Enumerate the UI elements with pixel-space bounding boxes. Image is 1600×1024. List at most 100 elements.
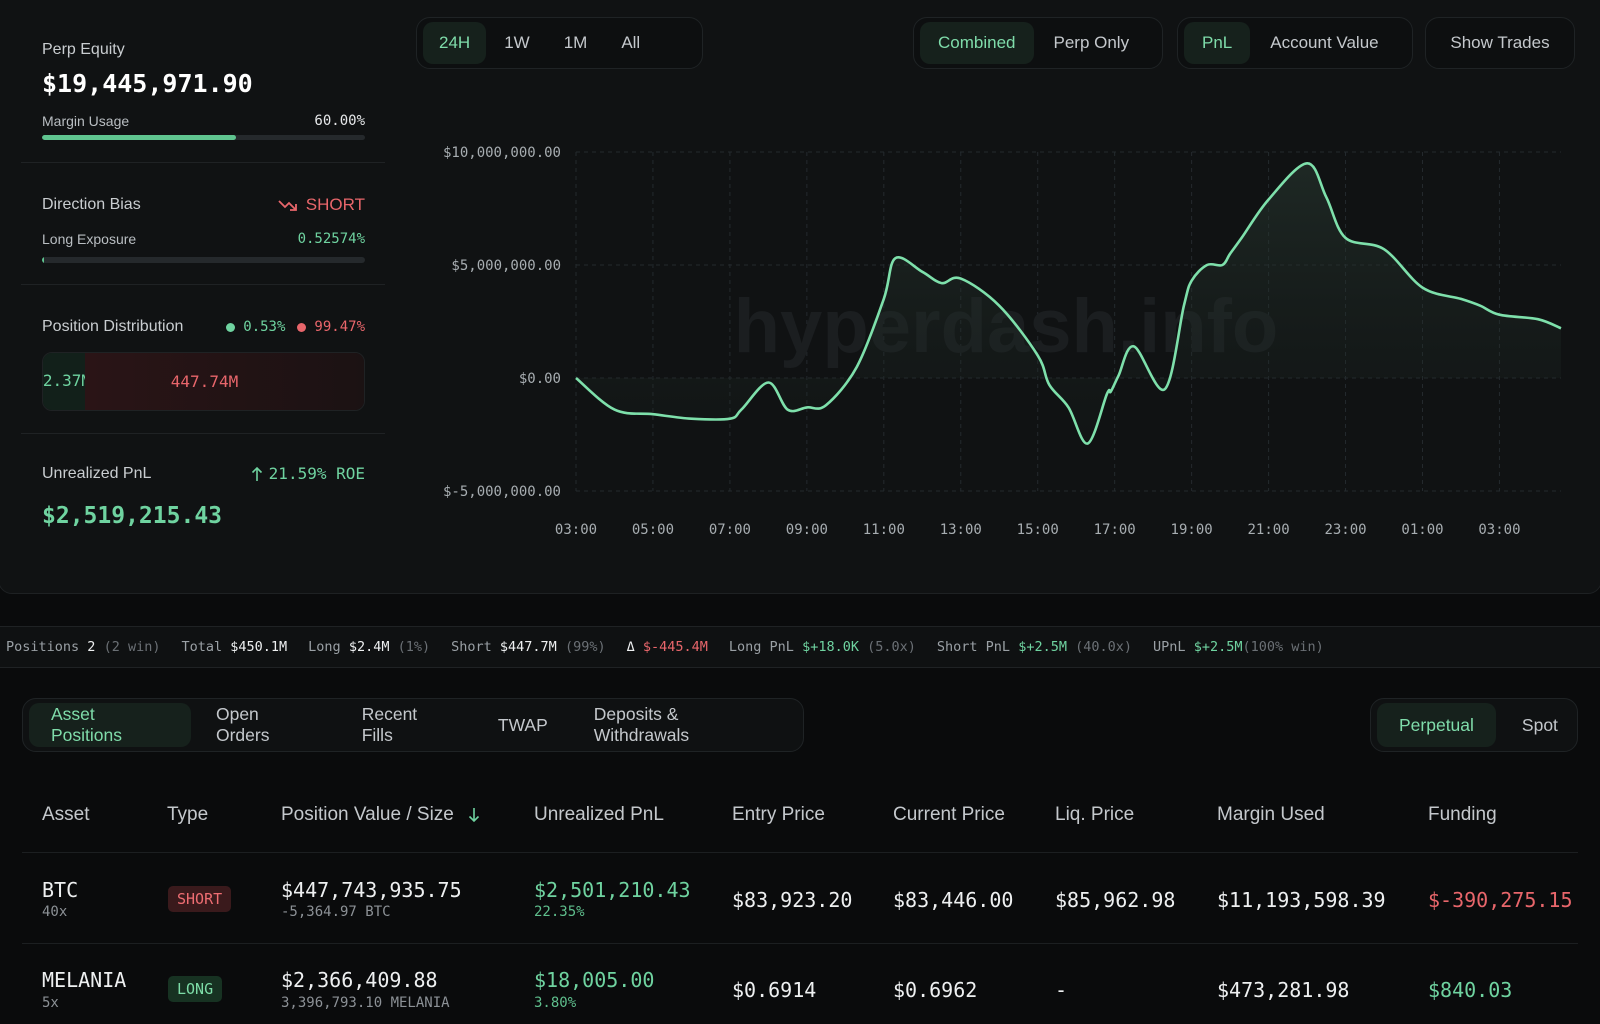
stat-positions: Positions 2 (2 win): [6, 639, 161, 655]
header-funding[interactable]: Funding: [1428, 804, 1497, 825]
short-dot-icon: [297, 322, 307, 332]
tab-spot[interactable]: Spot: [1521, 714, 1558, 735]
unrealized-pnl-label: Unrealized PnL: [42, 465, 152, 482]
margin-usage-fill: [42, 135, 236, 140]
x-tick-label: 21:00: [1248, 522, 1290, 538]
sort-down-icon: [468, 808, 479, 823]
mode-tabs: Combined Perp Only: [913, 17, 1163, 69]
tab-24h[interactable]: 24H: [423, 22, 487, 64]
y-axis: $10,000,000.00 $5,000,000.00 $0.00 $-5,000,…: [443, 145, 561, 500]
arrow-up-icon: [251, 466, 262, 481]
divider: [22, 943, 1578, 944]
stat-long: Long $2.4M (1%): [308, 639, 431, 655]
margin-used: $473,281.98: [1217, 978, 1350, 1002]
x-tick-label: 23:00: [1324, 522, 1366, 538]
header-position-value-label: Position Value / Size: [281, 804, 454, 825]
x-tick-label: 17:00: [1094, 522, 1136, 538]
divider: [22, 852, 1578, 853]
margin-used: $11,193,598.39: [1217, 888, 1386, 912]
header-current-price[interactable]: Current Price: [893, 804, 1005, 825]
positions-summary-strip: Positions 2 (2 win) Total $450.1M Long $…: [0, 626, 1600, 668]
long-exposure-label: Long Exposure: [42, 231, 137, 247]
x-tick-label: 03:00: [555, 522, 597, 538]
pnl-chart: hyperdash.info $10,000,000.00$5,000,000.…: [443, 145, 1562, 538]
tab-perp-only[interactable]: Perp Only: [1053, 33, 1130, 52]
tab-perpetual[interactable]: Perpetual: [1377, 703, 1496, 747]
tab-all[interactable]: All: [621, 33, 641, 52]
header-liq-price[interactable]: Liq. Price: [1055, 804, 1135, 825]
header-margin-used[interactable]: Margin Used: [1217, 804, 1325, 825]
liq-price: -: [1055, 978, 1068, 1002]
header-entry-price[interactable]: Entry Price: [732, 804, 825, 825]
x-tick-label: 01:00: [1401, 522, 1443, 538]
pnl-area-fill: [576, 163, 1561, 444]
long-exposure-fill: [42, 257, 44, 263]
asset-leverage: 5x: [42, 995, 59, 1011]
positions-tabs: Asset Positions Open Orders Recent Fills…: [22, 698, 804, 752]
header-position-value[interactable]: Position Value / Size: [281, 804, 480, 826]
x-tick-label: 03:00: [1478, 522, 1520, 538]
unrealized-pnl-pct: 3.80%: [534, 995, 577, 1011]
x-axis: 03:00 05:00 07:00 09:00 11:00 13:00 15:00 17:00…: [555, 522, 1521, 538]
unrealized-pnl-pct: 22.35%: [534, 904, 585, 920]
x-tick-label: 19:00: [1171, 522, 1213, 538]
x-tick-label: 11:00: [863, 522, 905, 538]
type-badge: LONG: [168, 976, 223, 1002]
pnl-series-line: [575, 161, 1562, 445]
x-tick-label: 09:00: [786, 522, 828, 538]
current-price: $83,446.00: [893, 888, 1014, 912]
tab-open-orders[interactable]: Open Orders: [215, 704, 270, 745]
margin-usage-bar: [42, 135, 365, 140]
header-unrealized-pnl[interactable]: Unrealized PnL: [534, 804, 664, 825]
delta-icon: Δ: [626, 639, 635, 655]
entry-price: $0.6914: [732, 978, 817, 1002]
position-value: $447,743,935.75: [281, 878, 462, 902]
stat-total: Total $450.1M: [181, 639, 288, 655]
long-exposure-bar: [42, 257, 365, 263]
long-dot-icon: [226, 322, 236, 332]
dist-long-segment: 2.37M: [43, 353, 85, 410]
dist-long-value: 2.37M: [43, 371, 85, 390]
tab-combined[interactable]: Combined: [920, 22, 1034, 64]
position-size: -5,364.97 BTC: [281, 904, 391, 920]
x-tick-label: 05:00: [632, 522, 674, 538]
dist-short-value: 447.74M: [170, 372, 239, 391]
tab-deposits-withdrawals[interactable]: Deposits & Withdrawals: [593, 704, 690, 745]
direction-bias-value: SHORT: [305, 195, 365, 214]
divider: [21, 284, 385, 285]
tab-recent-fills[interactable]: Recent Fills: [361, 704, 418, 745]
stat-long-pnl: Long PnL $+18.0K (5.0x): [728, 639, 916, 655]
perp-equity-value: $19,445,971.90: [42, 69, 253, 98]
stat-delta: Δ $-445.4M: [626, 639, 708, 655]
roe-value: 21.59% ROE: [268, 464, 365, 483]
divider: [21, 162, 385, 163]
stat-short-pnl: Short PnL $+2.5M (40.0x): [936, 639, 1133, 655]
divider: [21, 433, 385, 434]
position-size: 3,396,793.10 MELANIA: [281, 995, 450, 1011]
tab-pnl[interactable]: PnL: [1184, 22, 1251, 64]
tab-1m[interactable]: 1M: [563, 33, 588, 52]
show-trades-button[interactable]: Show Trades: [1450, 33, 1550, 52]
margin-usage-label: Margin Usage: [42, 113, 130, 129]
header-type[interactable]: Type: [167, 804, 209, 825]
long-exposure-value: 0.52574%: [297, 231, 365, 247]
y-tick-label: $-5,000,000.00: [443, 484, 561, 500]
tab-1w[interactable]: 1W: [504, 33, 530, 52]
current-price: $0.6962: [893, 978, 978, 1002]
show-trades-group: Show Trades: [1425, 17, 1575, 69]
direction-bias-indicator: SHORT: [278, 195, 365, 215]
margin-usage-value: 60.00%: [314, 113, 365, 129]
tab-account-value[interactable]: Account Value: [1270, 33, 1379, 52]
x-tick-label: 07:00: [709, 522, 751, 538]
market-tabs: Perpetual Spot: [1370, 698, 1578, 752]
unrealized-pnl: $2,501,210.43: [534, 878, 691, 902]
header-asset[interactable]: Asset: [42, 804, 90, 825]
perp-equity-label: Perp Equity: [42, 41, 125, 58]
tab-twap[interactable]: TWAP: [497, 714, 548, 735]
stat-short: Short $447.7M (99%): [451, 639, 606, 655]
funding: $840.03: [1428, 978, 1513, 1002]
y-tick-label: $10,000,000.00: [443, 145, 561, 161]
trending-down-icon: [278, 200, 297, 211]
stat-upnl: UPnL $+2.5M(100% win): [1153, 639, 1324, 655]
tab-asset-positions[interactable]: Asset Positions: [29, 703, 191, 747]
